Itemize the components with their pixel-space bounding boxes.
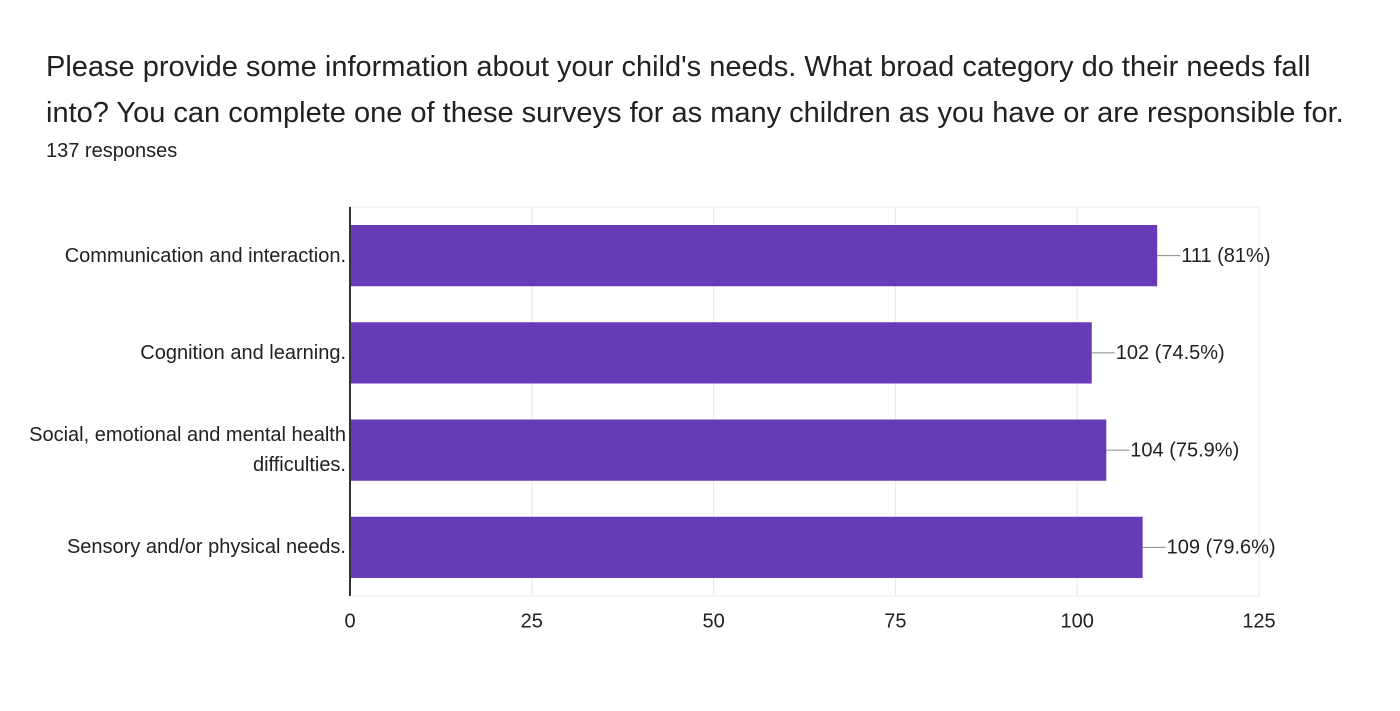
chart-subtitle: 137 responses [46,140,178,162]
category-label-box: Cognition and learning. [0,304,346,401]
label-wrap: Cognition and learning. [0,304,346,401]
x-tick-label: 75 [884,610,906,632]
y-tick-label: Communication and interaction. [64,244,346,267]
bar [350,322,1092,384]
x-tick-label: 50 [702,610,724,632]
y-tick-label: Cognition and learning. [140,341,346,364]
bar [350,224,1158,287]
category-label-box: Sensory and/or physical needs. [0,499,346,596]
value-label: 102 (74.5%) [1116,342,1225,364]
bar [350,516,1143,579]
category-label-box: Communication and interaction. [0,207,346,304]
value-label: 104 (75.9%) [1130,439,1239,461]
x-tick-label: 0 [344,610,355,632]
value-label: 111 (81%) [1181,245,1270,267]
x-tick-label: 25 [521,610,543,632]
label-wrap: Sensory and/or physical needs. [0,499,346,596]
y-tick-label: Social, emotional and mental health diff… [29,424,346,477]
label-wrap: Social, emotional and mental health diff… [0,402,346,499]
chart-title: Please provide some information about yo… [46,51,1344,129]
category-label-box: Social, emotional and mental health diff… [0,402,346,499]
x-tick-label: 100 [1061,610,1094,632]
label-wrap: Communication and interaction. [0,207,346,304]
value-label: 109 (79.6%) [1167,537,1276,559]
y-tick-label: Sensory and/or physical needs. [66,536,346,559]
x-tick-label: 125 [1242,610,1275,632]
bar [350,419,1107,481]
